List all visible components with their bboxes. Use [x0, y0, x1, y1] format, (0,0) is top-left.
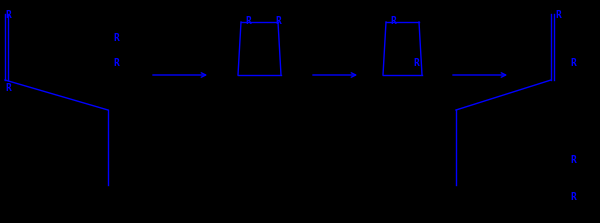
Text: R: R	[113, 58, 119, 68]
Text: R: R	[390, 16, 396, 26]
Text: R: R	[555, 10, 561, 20]
Text: R: R	[413, 58, 419, 68]
Text: R: R	[113, 33, 119, 43]
Text: R: R	[5, 10, 11, 20]
Text: R: R	[245, 16, 251, 26]
Text: R: R	[570, 155, 576, 165]
Text: R: R	[570, 192, 576, 202]
Text: R: R	[5, 83, 11, 93]
Text: R: R	[275, 16, 281, 26]
Text: R: R	[570, 58, 576, 68]
